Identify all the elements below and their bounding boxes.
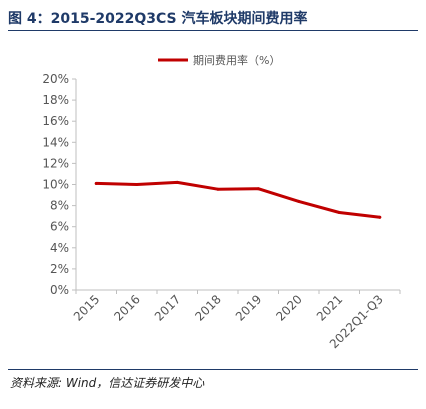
title-divider bbox=[8, 30, 418, 31]
source-note: 资料来源: Wind，信达证券研发中心 bbox=[10, 376, 205, 390]
y-tick-label: 0% bbox=[50, 283, 69, 297]
legend-label: 期间费用率（%） bbox=[193, 53, 280, 67]
data-point bbox=[94, 181, 98, 185]
data-point bbox=[256, 187, 260, 191]
data-point bbox=[175, 180, 179, 184]
x-tick-label: 2017 bbox=[152, 292, 183, 323]
series-line bbox=[94, 180, 382, 219]
data-point bbox=[135, 183, 139, 186]
y-tick-label: 16% bbox=[42, 114, 69, 128]
legend: 期间费用率（%） bbox=[158, 53, 280, 67]
y-tick-label: 4% bbox=[50, 241, 69, 255]
data-point bbox=[337, 210, 341, 214]
y-tick-label: 14% bbox=[42, 135, 69, 149]
series-group bbox=[94, 180, 382, 219]
y-tick-label: 12% bbox=[42, 156, 69, 170]
y-tick-label: 10% bbox=[42, 178, 69, 192]
y-tick-label: 20% bbox=[42, 72, 69, 86]
line-chart: 期间费用率（%） 0% 2% 4% 6% 8% 10% 12% 14% 16% 18% 20% 20… bbox=[42, 53, 401, 351]
data-point bbox=[216, 187, 220, 191]
y-tick-label: 6% bbox=[50, 220, 69, 234]
y-tick-label: 8% bbox=[50, 199, 69, 213]
x-tick-label: 2019 bbox=[233, 292, 264, 323]
data-point bbox=[378, 215, 382, 219]
x-tick-label: 2021 bbox=[314, 292, 345, 323]
y-tick-label: 18% bbox=[42, 93, 69, 107]
x-tick-label: 2018 bbox=[192, 292, 223, 323]
y-axis: 0% 2% 4% 6% 8% 10% 12% 14% 16% 18% 20% bbox=[42, 72, 77, 297]
x-tick-label: 2020 bbox=[273, 292, 304, 323]
source-divider bbox=[8, 369, 418, 370]
figure-title: 图 4：2015-2022Q3CS 汽车板块期间费用率 bbox=[8, 11, 308, 27]
x-tick-label: 2015 bbox=[71, 292, 102, 323]
y-tick-label: 2% bbox=[50, 262, 69, 276]
x-tick-label: 2016 bbox=[111, 292, 142, 323]
data-point bbox=[297, 199, 301, 203]
